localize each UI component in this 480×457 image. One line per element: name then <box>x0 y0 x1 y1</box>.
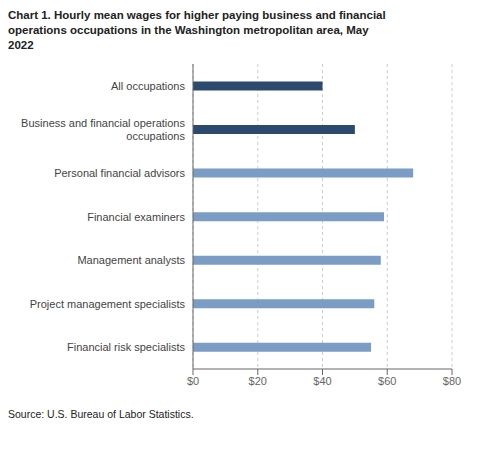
svg-text:$40: $40 <box>313 375 331 387</box>
svg-text:Financial risk specialists: Financial risk specialists <box>67 341 185 353</box>
svg-text:Personal financial advisors: Personal financial advisors <box>54 167 185 179</box>
svg-text:Management analysts: Management analysts <box>77 254 185 266</box>
html-text:Source: U.S. Bureau of Labor S: Source: U.S. Bureau of Labor Statistics. <box>8 408 194 420</box>
html-text:Chart 1. Hourly mean wages for: Chart 1. Hourly mean wages for higher pa… <box>8 9 386 51</box>
svg-text:Financial examiners: Financial examiners <box>87 211 185 223</box>
svg-text:All occupations: All occupations <box>111 80 185 92</box>
svg-text:$20: $20 <box>249 375 267 387</box>
svg-text:Business and financial operati: Business and financial operationsoccupat… <box>21 117 185 142</box>
svg-text:$80: $80 <box>443 375 461 387</box>
svg-text:$60: $60 <box>378 375 396 387</box>
svg-text:$0: $0 <box>187 375 199 387</box>
svg-text:Project management specialists: Project management specialists <box>30 298 186 310</box>
